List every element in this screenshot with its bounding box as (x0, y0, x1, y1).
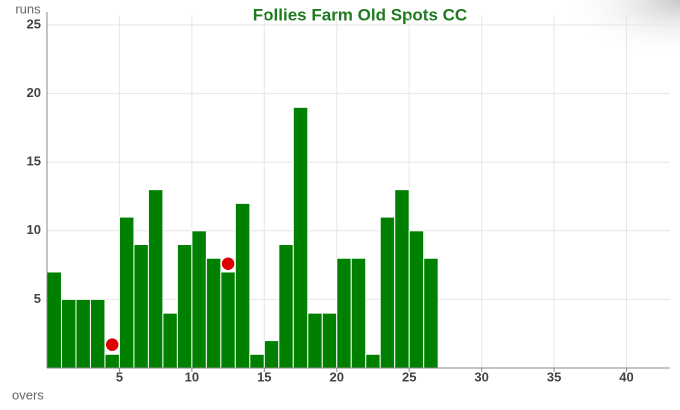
wicket-marker (104, 336, 120, 353)
x-tick-label: 30 (474, 369, 488, 384)
x-axis-label: overs (12, 387, 44, 402)
bar (220, 271, 236, 369)
x-tick-label: 10 (185, 369, 199, 384)
bar (249, 353, 265, 369)
x-tick-label: 40 (619, 369, 633, 384)
x-tick-label: 20 (330, 369, 344, 384)
corner-texture (560, 0, 680, 60)
wicket-marker (220, 255, 236, 272)
bar (162, 312, 178, 369)
bar (292, 106, 309, 369)
chart-title: Follies Farm Old Spots CC (253, 5, 467, 24)
x-tick-label: 25 (402, 369, 416, 384)
bar (104, 353, 120, 369)
bar (176, 244, 193, 369)
bar (278, 244, 294, 369)
y-tick-label: 5 (34, 291, 41, 306)
y-axis-label: runs (15, 1, 41, 16)
y-tick-label: 25 (27, 16, 41, 31)
y-tick-label: 15 (27, 154, 41, 169)
bar (234, 202, 251, 369)
x-tick-label: 35 (547, 369, 561, 384)
bar (133, 244, 149, 369)
bar (191, 230, 207, 369)
bar (89, 298, 106, 369)
bar (379, 216, 396, 369)
bar (263, 340, 280, 369)
bar (365, 353, 381, 369)
bar (307, 312, 323, 369)
bar (336, 257, 352, 369)
x-tick-label: 5 (116, 369, 123, 384)
bar (205, 257, 222, 369)
bar (394, 189, 410, 369)
bar (147, 189, 164, 369)
bar (60, 298, 77, 369)
y-tick-label: 20 (27, 85, 41, 100)
bar (75, 298, 91, 369)
bar (118, 216, 135, 369)
bar (350, 257, 367, 369)
y-tick-label: 10 (27, 222, 41, 237)
bar (46, 271, 62, 369)
x-tick-label: 15 (257, 369, 271, 384)
bar (408, 230, 425, 369)
bar (423, 257, 439, 369)
bar (321, 312, 338, 369)
